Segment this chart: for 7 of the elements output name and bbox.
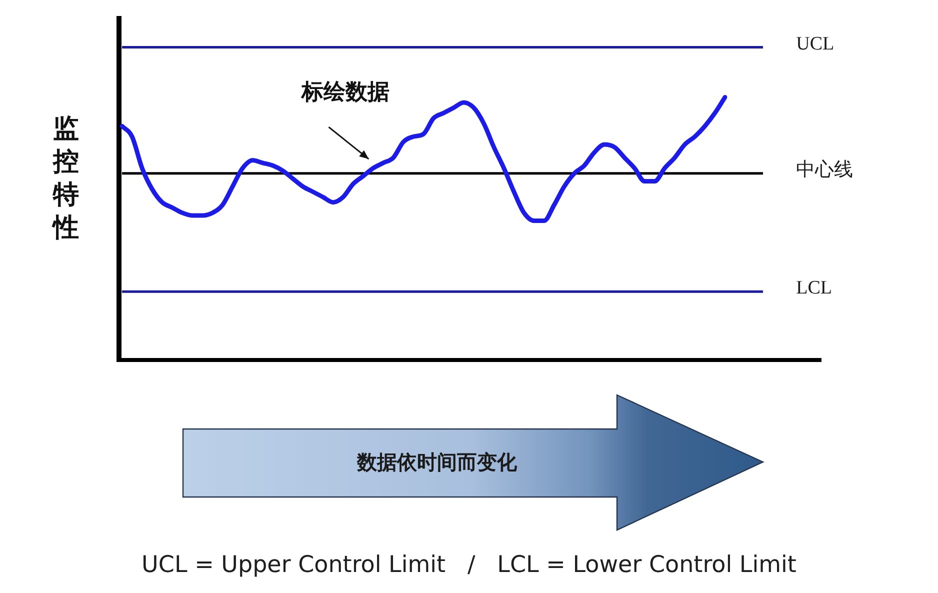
ref-line-label: LCL — [796, 278, 832, 299]
ref-line-label: 中心线 — [796, 158, 854, 180]
y-axis-title: 监控特性 — [53, 113, 80, 245]
ref-line-label: UCL — [796, 33, 834, 54]
annotation: 标绘数据 — [300, 80, 390, 105]
text: UCL = Upper Control Limit / LCL = Lower Control Limit — [140, 552, 798, 578]
x-axis-title: 数据依时间而变化 — [356, 449, 518, 476]
